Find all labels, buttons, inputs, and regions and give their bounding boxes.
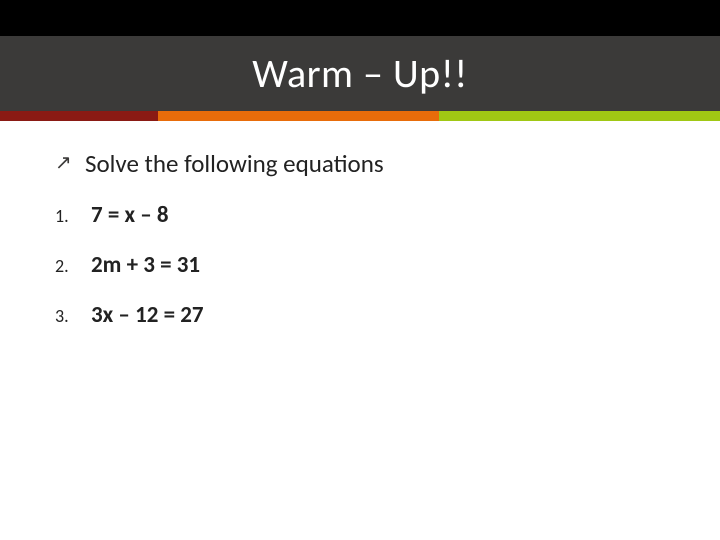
item-number: 2. — [55, 255, 85, 277]
title-band: Warm – Up!! — [0, 36, 720, 111]
lead-text: Solve the following equations — [85, 149, 384, 179]
content-area: ↗ Solve the following equations 1. 7 = x… — [0, 121, 720, 329]
strip-segment-3 — [439, 111, 720, 121]
arrow-icon: ↗ — [55, 149, 75, 177]
item-text: 2m + 3 = 31 — [91, 251, 200, 279]
item-number: 1. — [55, 205, 85, 227]
top-black-bar — [0, 0, 720, 36]
list-item: 2. 2m + 3 = 31 — [55, 251, 665, 279]
lead-bullet-row: ↗ Solve the following equations — [55, 149, 665, 179]
item-number: 3. — [55, 305, 85, 327]
accent-color-strip — [0, 111, 720, 121]
item-text: 3x – 12 = 27 — [91, 301, 204, 329]
list-item: 1. 7 = x – 8 — [55, 201, 665, 229]
item-text: 7 = x – 8 — [91, 201, 169, 229]
strip-segment-2 — [158, 111, 439, 121]
strip-segment-1 — [0, 111, 158, 121]
slide-title: Warm – Up!! — [252, 49, 468, 98]
list-item: 3. 3x – 12 = 27 — [55, 301, 665, 329]
